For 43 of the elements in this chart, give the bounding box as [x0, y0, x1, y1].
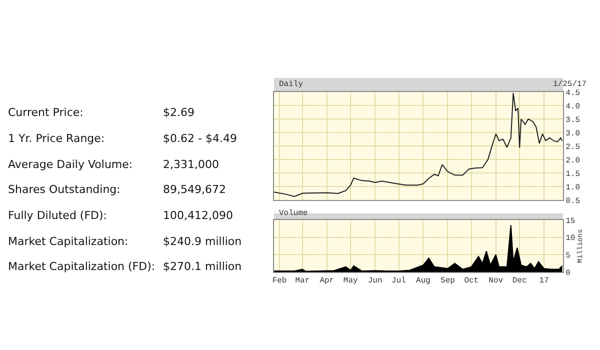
x-tick-label: Aug — [416, 276, 431, 286]
text: 1 Yr. Price Range: — [8, 132, 106, 146]
y-tick-label: 4.5 — [566, 88, 580, 98]
y-tick-label: 2.0 — [566, 156, 580, 166]
text: 2,331,000 — [163, 158, 219, 171]
x-tick-label: Oct — [464, 276, 479, 286]
y-tick-label: 4.0 — [566, 102, 580, 112]
x-tick-label: 17 — [539, 276, 550, 286]
x-tick-label: Feb — [272, 276, 287, 286]
x-tick-label: Nov — [488, 276, 504, 286]
x-tick-label: Sep — [440, 276, 456, 286]
x-tick-label: Jul — [392, 276, 406, 286]
y-tick-label: 3.0 — [566, 129, 580, 138]
x-tick-label: May — [343, 276, 358, 286]
x-tick-label: Jun — [368, 276, 382, 286]
y-tick-label: 1.0 — [566, 183, 580, 192]
text: $240.9 million — [163, 234, 242, 248]
text: $2.69 — [163, 106, 194, 120]
text: Average Daily Volume: — [8, 158, 134, 171]
text: Fully Diluted (FD): — [8, 209, 108, 222]
text: 100,412,090 — [163, 209, 233, 222]
y-tick-label: 5 — [566, 251, 571, 260]
chart-title: Daily — [279, 80, 304, 89]
text: Shares Outstanding: — [8, 183, 122, 196]
x-tick-label: Apr — [320, 276, 334, 286]
y-tick-label: 0.5 — [566, 196, 580, 206]
chart-title: Volume — [279, 209, 308, 218]
text: $0.62 - $4.49 — [163, 132, 237, 146]
y-tick-label: 0 — [566, 268, 571, 278]
text: $270.1 million — [163, 260, 242, 274]
y-tick-label: 3.5 — [566, 116, 580, 125]
x-tick-label: Dec — [512, 276, 527, 286]
y-tick-label: 15 — [566, 216, 576, 226]
text: Market Capitalization: — [8, 234, 130, 248]
text: 89,549,672 — [163, 183, 226, 196]
y-tick-label: 10 — [566, 234, 576, 244]
y-tick-label: 1.5 — [566, 170, 580, 179]
x-tick-label: Mar — [295, 276, 310, 286]
text: Market Capitalization (FD): — [8, 260, 156, 274]
y-tick-label: 2.5 — [566, 142, 580, 152]
text: 1/25/17 — [553, 80, 587, 89]
text: Current Price: — [8, 106, 84, 120]
line-series — [274, 92, 563, 197]
